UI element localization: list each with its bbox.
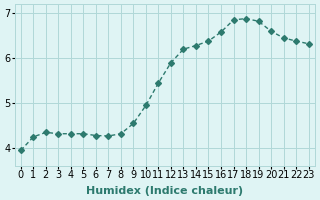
X-axis label: Humidex (Indice chaleur): Humidex (Indice chaleur) <box>86 186 243 196</box>
